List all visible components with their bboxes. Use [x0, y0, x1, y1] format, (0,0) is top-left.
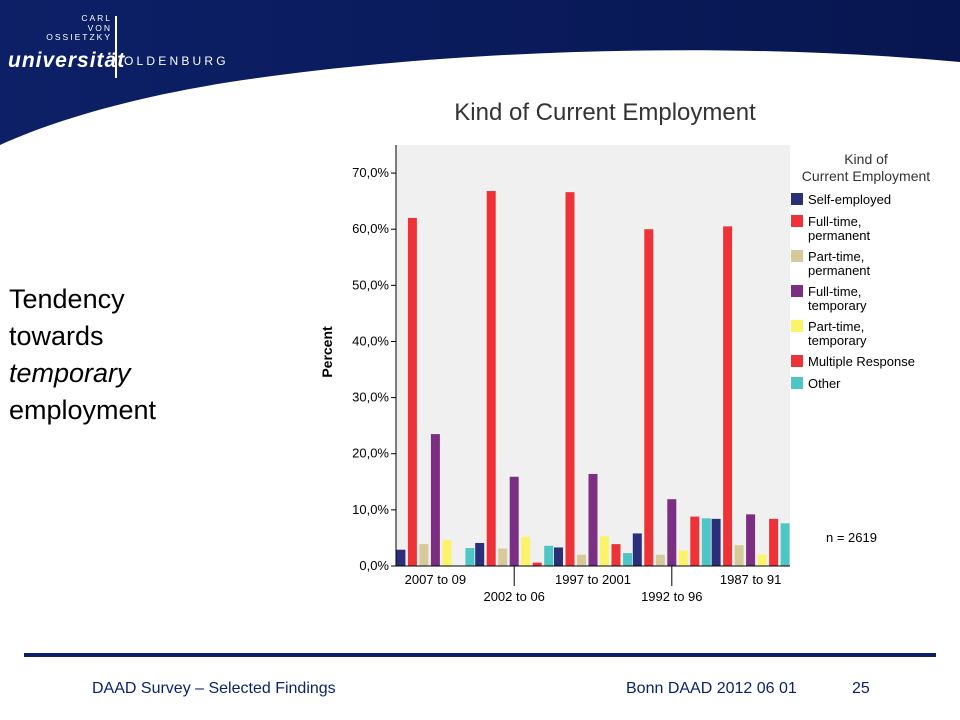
logo-line3: OSSIETZKY — [46, 32, 112, 42]
x-tick-label: 2002 to 06 — [483, 589, 544, 604]
bar — [486, 191, 496, 566]
x-tick-label: 2007 to 09 — [405, 572, 466, 587]
legend-label: Multiple Response — [808, 354, 915, 369]
chart-title: Kind of Current Employment — [454, 99, 756, 126]
legend-label: Part-time, — [808, 249, 864, 264]
bar — [711, 518, 721, 566]
legend-label: temporary — [808, 298, 867, 313]
y-tick-label: 60,0% — [352, 221, 389, 236]
legend-label: Other — [808, 376, 841, 391]
y-axis-label: Percent — [319, 326, 335, 378]
legend-swatch — [791, 215, 803, 227]
side-text-line3: temporary — [9, 358, 131, 388]
bar — [465, 548, 475, 566]
university-logo-small-text: CARL VON OSSIETZKY — [20, 13, 112, 43]
employment-chart: Kind of Current Employment Percent 0,0% 1… — [319, 99, 930, 604]
bar — [611, 544, 621, 566]
x-axis: 2007 to 09 2002 to 06 1997 to 2001 1992 to … — [396, 565, 790, 604]
legend-swatch — [791, 193, 803, 205]
bar — [701, 518, 711, 566]
bar — [780, 523, 790, 566]
legend-swatch — [791, 355, 803, 367]
x-tick-label: 1992 to 96 — [641, 589, 702, 604]
legend-label: Full-time, — [808, 284, 861, 299]
x-tick-label: 1987 to 91 — [720, 572, 781, 587]
legend-label: permanent — [808, 228, 871, 243]
legend-label: Part-time, — [808, 319, 864, 334]
legend-label: Self-employed — [808, 192, 891, 207]
bar — [632, 533, 642, 566]
legend-swatch — [791, 377, 803, 389]
bar — [498, 548, 508, 566]
legend-label: Full-time, — [808, 214, 861, 229]
y-tick-label: 50,0% — [352, 277, 389, 292]
y-axis: 0,0% 10,0% 20,0% 30,0% 40,0% 50,0% 60,0% 70,0% — [352, 145, 397, 573]
logo-line2: VON — [87, 22, 112, 33]
y-tick-label: 0,0% — [359, 558, 389, 573]
bar — [521, 536, 531, 566]
y-tick-label: 20,0% — [352, 446, 389, 461]
bar — [655, 554, 665, 566]
legend-swatch — [791, 250, 803, 262]
y-tick-label: 30,0% — [352, 390, 389, 405]
bar — [565, 192, 575, 566]
bar — [442, 540, 452, 566]
y-tick-label: 70,0% — [352, 165, 389, 180]
bar — [644, 229, 654, 566]
bar — [532, 562, 542, 566]
bar — [407, 217, 417, 566]
bar — [475, 542, 485, 566]
bar — [734, 545, 744, 566]
university-logo-main: universität — [8, 49, 126, 72]
bar — [690, 516, 700, 566]
bar — [678, 550, 688, 566]
legend: Kind of Current Employment Self-employed F… — [791, 151, 930, 391]
bar — [430, 434, 440, 566]
side-text-line2: towards — [9, 321, 104, 351]
side-text-line4: employment — [9, 395, 157, 425]
page-number: 25 — [852, 680, 870, 697]
y-tick-label: 10,0% — [352, 502, 389, 517]
footer-title: DAAD Survey – Selected Findings — [92, 680, 336, 697]
bar — [509, 476, 519, 566]
legend-swatch — [791, 320, 803, 332]
bar — [757, 554, 767, 566]
logo-divider — [115, 16, 117, 78]
bar — [746, 514, 756, 566]
bar — [577, 554, 586, 566]
legend-title: Current Employment — [802, 168, 930, 184]
legend-label: temporary — [808, 333, 867, 348]
side-text: Tendency towards temporary employment — [9, 281, 156, 429]
bar — [723, 226, 733, 567]
y-tick-label: 40,0% — [352, 333, 389, 348]
university-logo-city: OLDENBURG — [124, 54, 229, 68]
sample-size-annotation: n = 2619 — [826, 530, 877, 545]
bar — [544, 545, 554, 566]
bar — [396, 549, 406, 566]
bar — [419, 544, 429, 566]
logo-line1: CARL — [81, 13, 112, 23]
footer-divider — [24, 653, 936, 657]
legend-title: Kind of — [844, 151, 888, 167]
bar — [667, 499, 677, 566]
bar — [554, 547, 563, 566]
bars — [396, 191, 790, 567]
legend-label: permanent — [808, 263, 871, 278]
bar — [769, 518, 779, 566]
footer-event: Bonn DAAD 2012 06 01 — [626, 680, 797, 697]
x-tick-label: 1997 to 2001 — [555, 572, 631, 587]
bar — [623, 553, 632, 566]
side-text-line1: Tendency — [9, 284, 125, 314]
legend-swatch — [791, 285, 803, 297]
header-banner — [0, 0, 960, 145]
bar — [600, 536, 609, 566]
bar — [588, 473, 598, 566]
